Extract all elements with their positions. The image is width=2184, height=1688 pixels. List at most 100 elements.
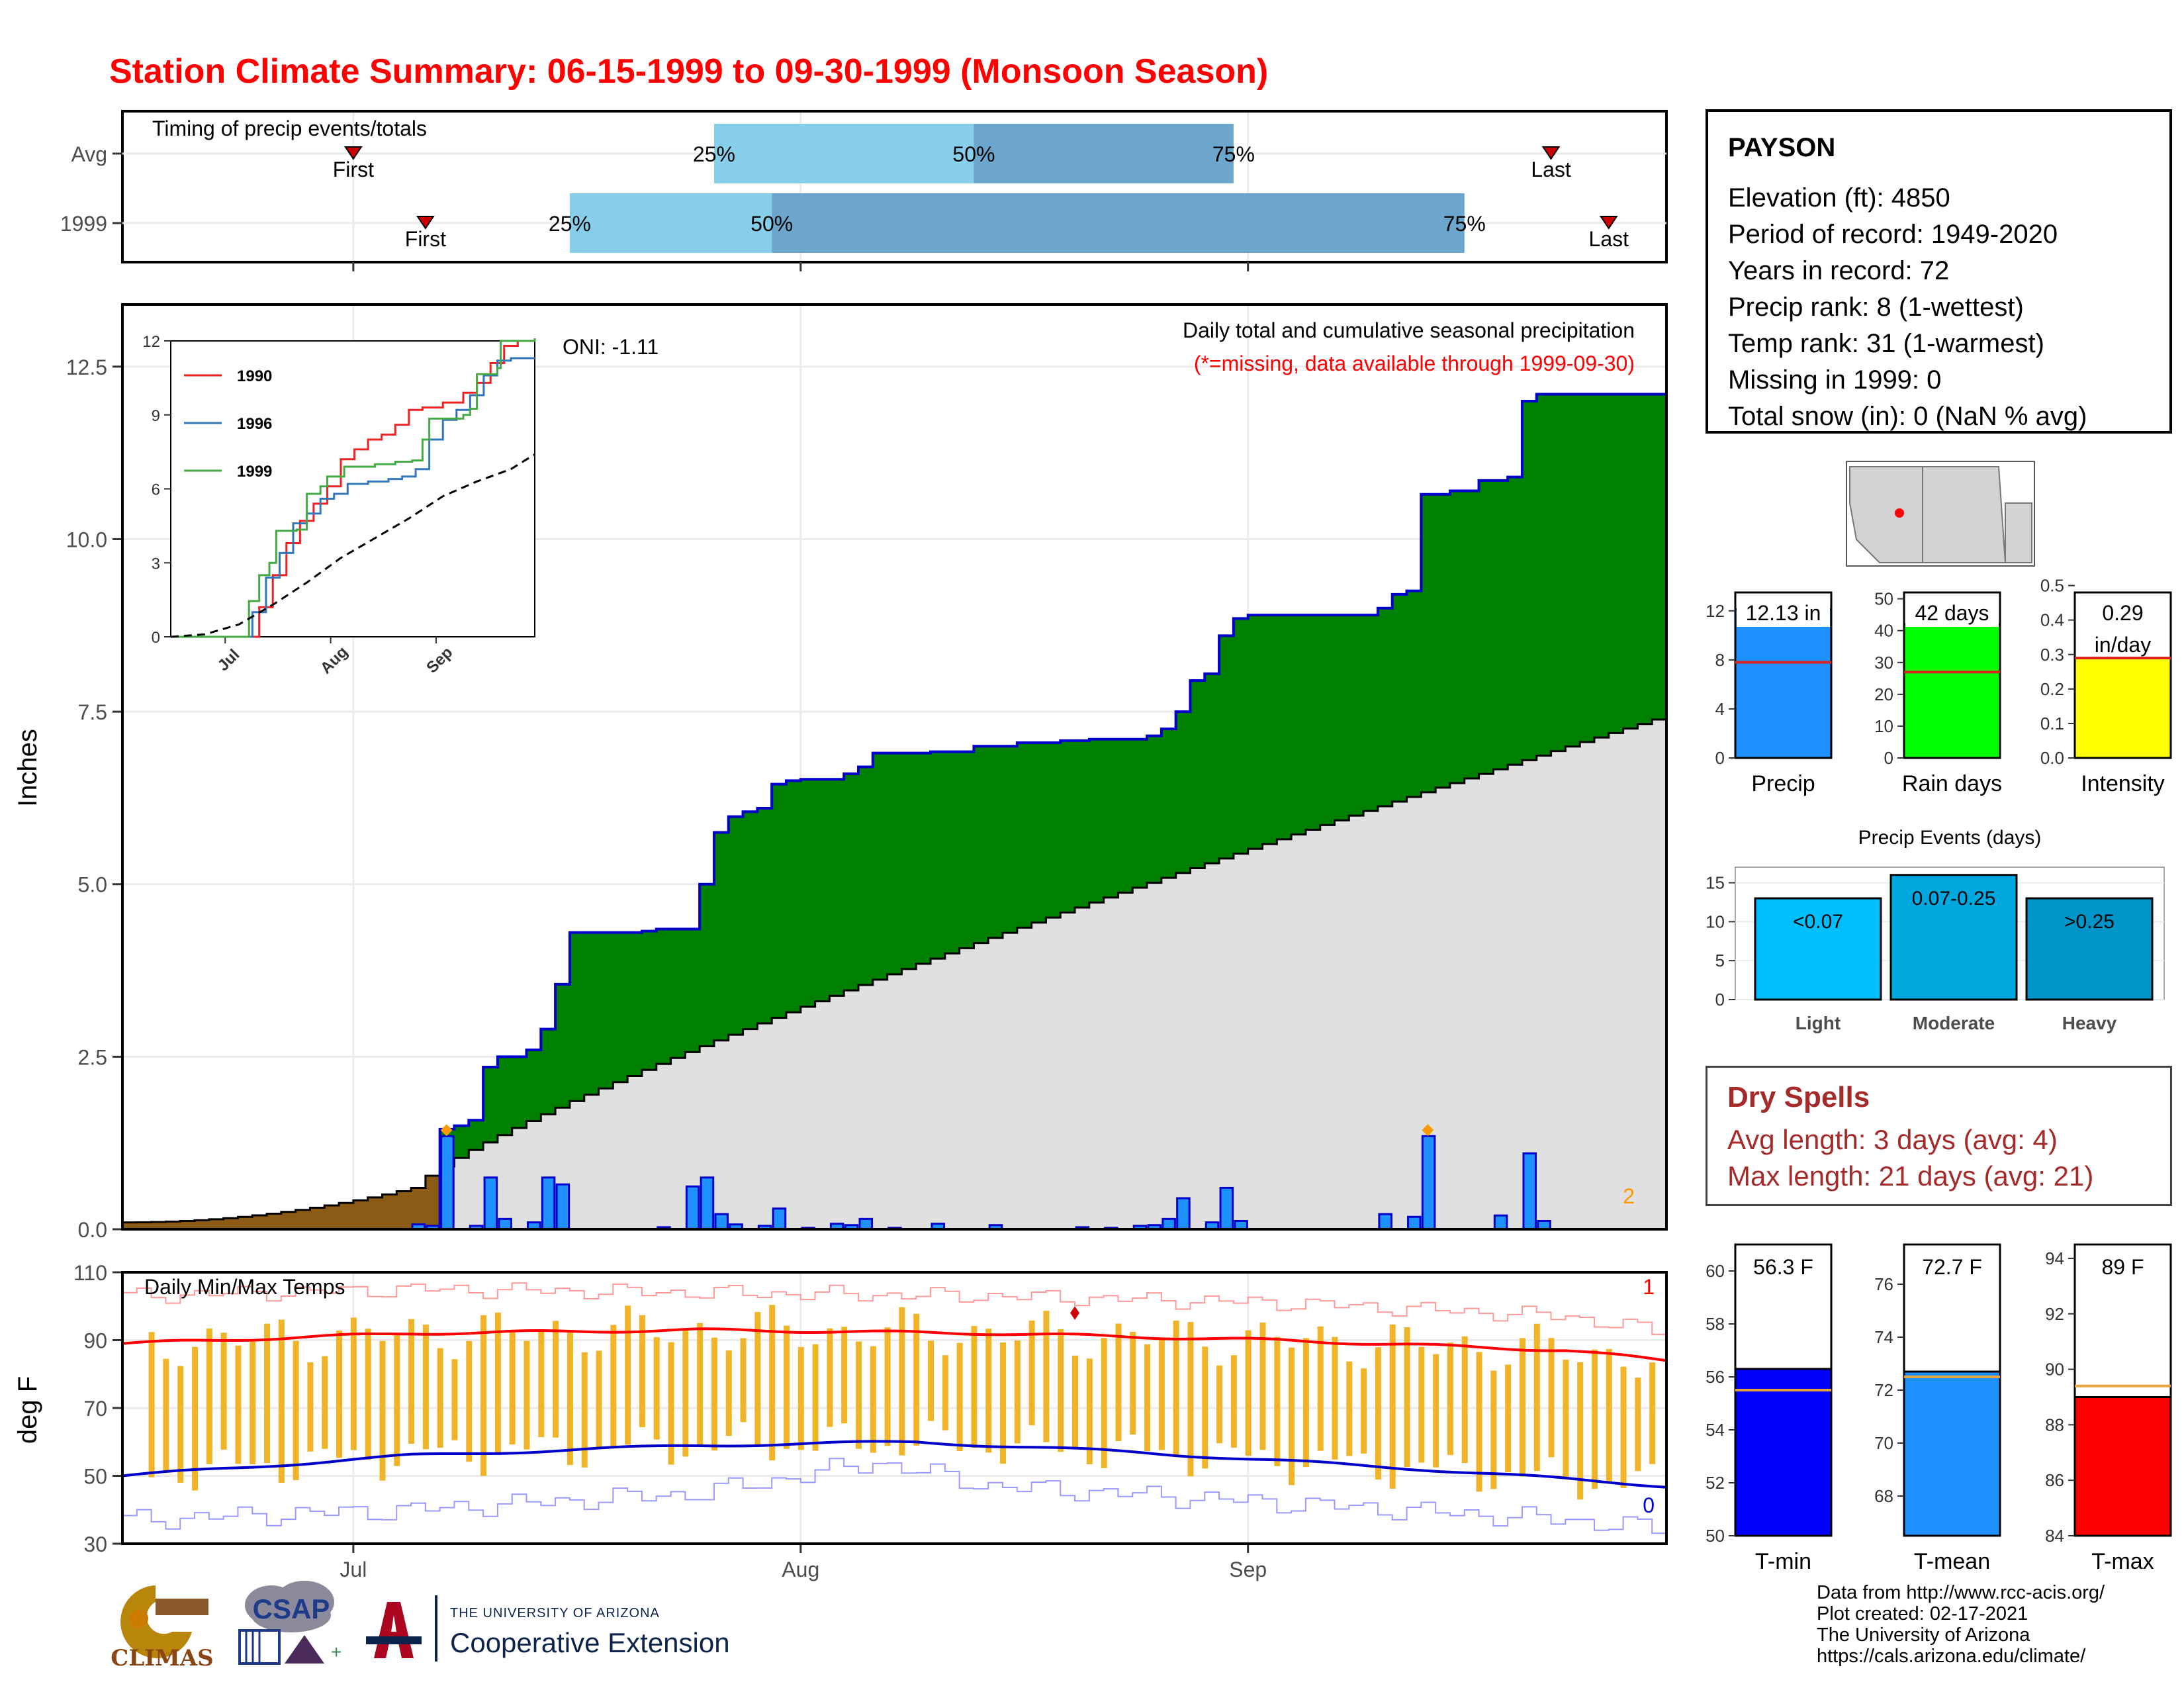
- temps-daily-range-bar: [1548, 1338, 1555, 1458]
- events-bar: [1754, 897, 1882, 1001]
- temps-ylabel: deg F: [13, 1376, 42, 1444]
- dry-spells-max: Max length: 21 days (avg: 21): [1727, 1160, 2094, 1192]
- precip-avg-fill-step: [858, 985, 874, 1229]
- temps-daily-range-bar: [350, 1317, 357, 1450]
- temps-daily-range-bar: [220, 1333, 227, 1450]
- events-tick-label: 15: [1706, 873, 1725, 893]
- temp-summary-tick-label: 76: [1874, 1274, 1893, 1294]
- temp-summary-tick-label: 54: [1706, 1420, 1725, 1440]
- temps-daily-range-bar: [322, 1356, 328, 1449]
- precip-below-avg-step: [295, 1209, 311, 1229]
- temps-daily-range-bar: [1289, 1347, 1295, 1485]
- temps-ytick-label: 50: [83, 1465, 107, 1489]
- locator-map-texas: [2005, 502, 2032, 563]
- precip-avg-fill-step: [469, 1150, 484, 1229]
- precip-avg-fill-step: [1219, 858, 1234, 1229]
- timing-first-marker: [416, 216, 435, 230]
- precip-above-avg-step: [584, 932, 600, 1095]
- inset-legend-label: 1990: [237, 367, 272, 385]
- precip-avg-fill-step: [872, 979, 888, 1229]
- precip-above-avg-step: [1017, 743, 1032, 928]
- precip-above-avg-step: [469, 1120, 484, 1150]
- climas-logo-text: CLIMAS: [111, 1645, 214, 1671]
- precip-summary-name: Precip: [1751, 771, 1815, 796]
- station-precip-rank: Precip rank: 8 (1-wettest): [1728, 293, 2024, 322]
- precip-avg-fill-step: [685, 1052, 700, 1229]
- precip-avg-fill-step: [772, 1017, 787, 1229]
- station-elevation: Elevation (ft): 4850: [1728, 183, 1950, 212]
- temps-daily-range-bar: [1389, 1324, 1396, 1489]
- precip-avg-fill-step: [1421, 792, 1436, 1229]
- precip-daily-bar: [1161, 1217, 1176, 1231]
- precip-above-avg-step: [656, 929, 672, 1064]
- precip-summary-label-bg2: [2076, 627, 2169, 657]
- temps-daily-range-bar: [192, 1346, 199, 1491]
- ua-logo-small-text: THE UNIVERSITY OF ARIZONA: [450, 1606, 660, 1620]
- precip-ytick-label: 12.5: [66, 355, 107, 379]
- precip-above-avg-step: [1565, 394, 1580, 747]
- precip-summary-tick-label: 0.1: [2040, 714, 2064, 733]
- precip-avg-fill-step: [728, 1035, 744, 1229]
- inset-frame: [170, 340, 535, 637]
- precip-avg-fill-step: [641, 1070, 657, 1229]
- temps-daily-range-bar: [480, 1315, 487, 1476]
- precip-above-avg-step: [1089, 739, 1105, 903]
- temps-daily-range-bar: [971, 1326, 978, 1448]
- precip-daily-bar: [498, 1217, 512, 1231]
- precip-ytick-label: 7.5: [78, 700, 107, 724]
- temp-summary-tick-label: 84: [2045, 1526, 2064, 1546]
- precip-above-avg-step: [1147, 735, 1162, 883]
- temps-daily-range-bar: [1533, 1323, 1540, 1472]
- temps-daily-range-bar: [1028, 1320, 1035, 1426]
- temps-daily-range-bar: [1101, 1338, 1107, 1468]
- temps-daily-range-bar: [1490, 1370, 1497, 1489]
- temps-daily-range-bar: [639, 1315, 645, 1428]
- precip-above-avg-step: [829, 779, 844, 996]
- precip-above-avg-step: [1464, 491, 1480, 779]
- events-bar: [1889, 874, 2018, 1001]
- precip-avg-fill-step: [1075, 907, 1090, 1229]
- temp-summary-value-label: 56.3 F: [1753, 1255, 1813, 1279]
- precip-below-avg-step: [195, 1220, 210, 1229]
- temps-daily-range-bar: [928, 1340, 934, 1421]
- events-title: Precip Events (days): [1858, 827, 2042, 849]
- precip-avg-fill-step: [1262, 844, 1278, 1229]
- precip-below-avg-step: [310, 1207, 326, 1229]
- inset-ytick-label: 3: [152, 555, 160, 573]
- inset-ytick-label: 12: [142, 333, 160, 351]
- temps-daily-range-bar: [1649, 1362, 1656, 1464]
- temps-ytick-label: 110: [73, 1261, 107, 1285]
- precip-above-avg-step: [1479, 480, 1494, 774]
- csap-logo-text: CSAP: [252, 1593, 330, 1624]
- temps-daily-range-bar: [1216, 1365, 1223, 1444]
- temps-record-high-count: 1: [1643, 1275, 1655, 1299]
- temps-ytick-label: 30: [83, 1532, 107, 1556]
- temps-daily-range-bar: [610, 1325, 617, 1448]
- temps-daily-range-bar: [1130, 1332, 1136, 1435]
- precip-avg-fill-step: [959, 948, 975, 1229]
- page-title: Station Climate Summary: 06-15-1999 to 0…: [109, 52, 1269, 91]
- precip-above-avg-step: [944, 751, 960, 954]
- precip-summary-bar: [1903, 623, 2001, 759]
- temps-daily-range-bar: [408, 1319, 415, 1444]
- timing-bar-25-50: [713, 124, 974, 183]
- precip-below-avg-step: [223, 1218, 239, 1229]
- precip-above-avg-step: [901, 753, 917, 969]
- dry-spells-avg: Avg length: 3 days (avg: 4): [1727, 1124, 2058, 1155]
- precip-avg-fill-step: [1580, 741, 1595, 1229]
- precip-ytick-label: 5.0: [78, 873, 107, 897]
- precip-above-avg-step: [1493, 480, 1508, 770]
- events-category-label: Light: [1796, 1013, 1841, 1033]
- precip-below-avg-step: [382, 1194, 398, 1229]
- precip-avg-fill-step: [1464, 778, 1480, 1229]
- temps-daily-range-bar: [437, 1348, 443, 1448]
- timing-last-marker: [1599, 216, 1618, 230]
- precip-above-avg-step: [598, 932, 614, 1089]
- precip-avg-fill-step: [1508, 765, 1523, 1229]
- temps-daily-range-bar: [1202, 1346, 1208, 1469]
- temps-panel-label: Daily Min/Max Temps: [144, 1275, 345, 1299]
- timing-p75-label: 75%: [1443, 212, 1486, 236]
- precip-above-avg-step: [1003, 746, 1018, 933]
- timing-first-marker: [343, 146, 363, 160]
- temps-daily-range-bar: [841, 1327, 848, 1424]
